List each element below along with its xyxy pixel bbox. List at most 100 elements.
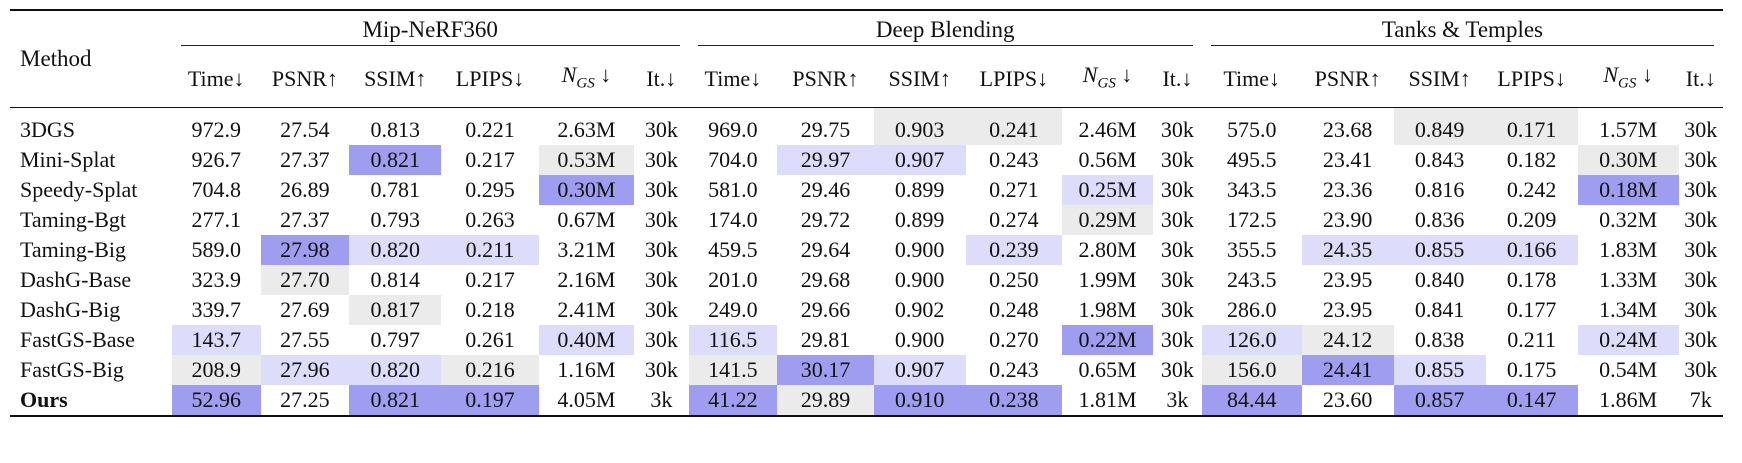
value-cell: 30k (644, 207, 678, 233)
value-cell: 30k (1160, 297, 1194, 323)
value-cell: 0.270 (989, 327, 1039, 353)
method-name: Ours (20, 387, 68, 413)
value-cell: 1.81M (1078, 387, 1137, 413)
value-cell: 0.178 (1506, 267, 1557, 293)
value-cell: 0.295 (465, 177, 515, 203)
value-cell: 0.65M (1078, 357, 1137, 383)
value-cell: 27.69 (280, 297, 330, 323)
value-cell: 29.97 (777, 145, 874, 176)
value-cell: 30k (1160, 147, 1194, 173)
value-cell: 0.843 (1414, 147, 1465, 173)
value-cell: 0.899 (894, 177, 945, 203)
value-cell: 0.32M (1599, 207, 1658, 233)
value-cell: 277.1 (191, 207, 241, 233)
value-cell: 141.5 (688, 355, 778, 386)
method-name: FastGS-Base (20, 327, 135, 353)
metric-header-0-5: It.↓ (646, 66, 677, 92)
value-cell: 575.0 (1226, 117, 1277, 143)
value-cell: 30k (1684, 177, 1718, 203)
table-row: Ours 52.96 27.25 0.821 0.197 4.05M 3k 41.22 29.8… (10, 385, 1723, 417)
value-cell: 30k (1160, 117, 1194, 143)
value-cell: 3k (650, 387, 673, 413)
value-cell: 1.83M (1599, 237, 1658, 263)
value-cell: 0.813 (370, 117, 420, 143)
value-cell: 30k (1684, 147, 1718, 173)
value-cell: 0.238 (965, 385, 1063, 417)
value-cell: 2.41M (557, 297, 616, 323)
value-cell: 143.7 (171, 325, 261, 356)
metric-header-0-3: LPIPS↓ (455, 66, 525, 92)
method-name: 3DGS (20, 117, 76, 143)
value-cell: 30k (644, 237, 678, 263)
table-row: Taming-Big 589.0 27.98 0.820 0.211 3.21M 30k 45… (10, 235, 1723, 266)
value-cell: 969.0 (708, 117, 758, 143)
value-cell: 30k (1160, 267, 1194, 293)
value-cell: 30k (644, 297, 678, 323)
value-cell: 0.857 (1393, 385, 1486, 417)
method-name: Mini-Splat (20, 147, 116, 173)
results-table-container: Method Mip-NeRF360 Deep Blending Tanks &… (10, 9, 1723, 417)
group-header-tanks-temples: Tanks & Temples (1202, 10, 1723, 51)
value-cell: 41.22 (688, 385, 778, 417)
value-cell: 0.274 (989, 207, 1039, 233)
value-cell: 0.821 (349, 145, 442, 176)
group-header-mipnerf360: Mip-NeRF360 (172, 10, 689, 51)
value-cell: 172.5 (1226, 207, 1277, 233)
value-cell: 27.98 (260, 235, 350, 266)
value-cell: 1.86M (1599, 387, 1658, 413)
table-row: 3DGS 972.9 27.54 0.813 0.221 2.63M 30k 969.0 29.… (10, 107, 1723, 146)
value-cell: 0.243 (989, 147, 1039, 173)
value-cell: 0.793 (370, 207, 420, 233)
value-cell: 0.242 (1506, 177, 1557, 203)
value-cell: 0.25M (1062, 175, 1154, 206)
value-cell: 30k (644, 147, 678, 173)
value-cell: 581.0 (708, 177, 758, 203)
value-cell: 30k (1684, 207, 1718, 233)
metric-header-row: Time↓ PSNR↑ SSIM↑ LPIPS↓ NGS ↓ It.↓ Time↓ PSNR↑… (10, 51, 1723, 108)
metric-header-2-0: Time↓ (1223, 66, 1281, 92)
value-cell: 0.840 (1414, 267, 1465, 293)
value-cell: 1.99M (1078, 267, 1137, 293)
value-cell: 29.72 (800, 207, 851, 233)
value-cell: 704.8 (191, 177, 241, 203)
value-cell: 29.89 (777, 385, 874, 417)
value-cell: 0.797 (370, 327, 420, 353)
value-cell: 0.816 (1414, 177, 1465, 203)
value-cell: 1.16M (557, 357, 616, 383)
value-cell: 0.217 (465, 267, 515, 293)
value-cell: 0.855 (1393, 355, 1486, 386)
value-cell: 343.5 (1226, 177, 1277, 203)
value-cell: 2.80M (1078, 237, 1137, 263)
value-cell: 29.75 (800, 117, 851, 143)
value-cell: 0.18M (1577, 175, 1679, 206)
table-row: DashG-Base 323.9 27.70 0.814 0.217 2.16M 30k 20… (10, 265, 1723, 296)
value-cell: 0.910 (873, 385, 966, 417)
value-cell: 30k (644, 177, 678, 203)
value-cell: 0.40M (538, 325, 635, 356)
value-cell: 23.90 (1322, 207, 1373, 233)
value-cell: 0.241 (965, 107, 1063, 146)
table-row: Taming-Bgt 277.1 27.37 0.793 0.263 0.67M 30k 17… (10, 205, 1723, 236)
value-cell: 0.182 (1506, 147, 1557, 173)
value-cell: 30k (644, 357, 678, 383)
value-cell: 30k (1160, 327, 1194, 353)
value-cell: 0.24M (1577, 325, 1679, 356)
value-cell: 26.89 (280, 177, 330, 203)
value-cell: 0.900 (894, 327, 945, 353)
value-cell: 23.41 (1322, 147, 1373, 173)
metric-header-1-4: NGS ↓ (1082, 62, 1133, 92)
value-cell: 0.209 (1506, 207, 1557, 233)
value-cell: 27.96 (260, 355, 350, 386)
metric-header-1-1: PSNR↑ (792, 66, 859, 92)
metric-header-2-1: PSNR↑ (1314, 66, 1381, 92)
value-cell: 23.60 (1322, 387, 1373, 413)
value-cell: 0.907 (873, 355, 966, 386)
value-cell: 1.57M (1599, 117, 1658, 143)
value-cell: 0.211 (441, 235, 539, 266)
value-cell: 30k (1160, 357, 1194, 383)
value-cell: 0.263 (465, 207, 515, 233)
method-name: Taming-Bgt (20, 207, 127, 233)
value-cell: 0.820 (349, 355, 442, 386)
value-cell: 30k (1684, 117, 1718, 143)
value-cell: 0.903 (873, 107, 966, 146)
